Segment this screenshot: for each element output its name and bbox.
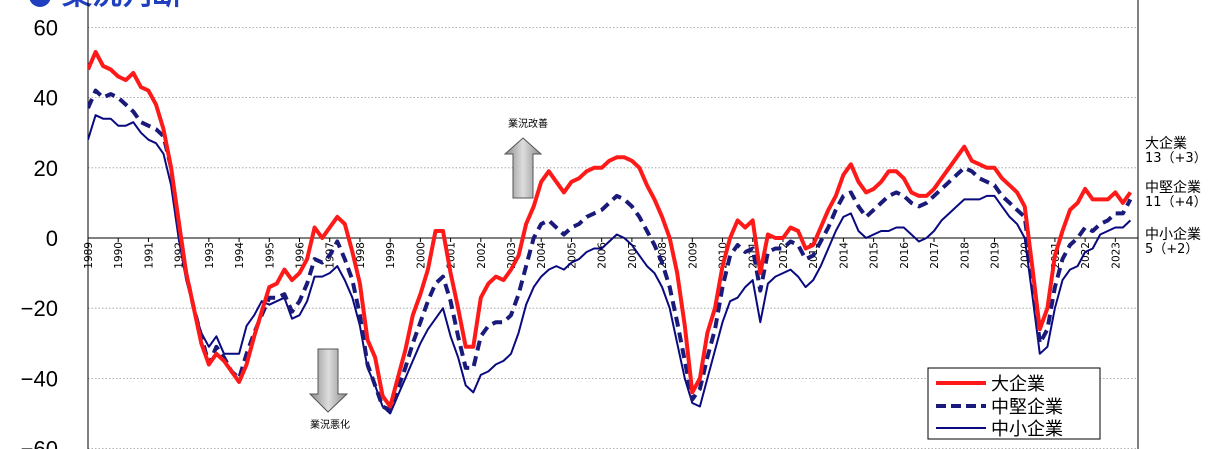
chart-title: 業況判断 — [29, 0, 182, 12]
x-axis: 1989 1990 1991 1992 1993 1994 1995 1996 1997 1998… — [83, 237, 1138, 269]
x-tick-label: 2009 — [687, 242, 699, 269]
up-arrow-icon — [503, 137, 543, 199]
y-tick-label: 40 — [34, 86, 58, 111]
x-tick-label: 2007 — [627, 242, 639, 269]
title-bullet-icon — [29, 0, 51, 7]
side-label-small-value: 5（+2） — [1145, 242, 1198, 257]
y-tick-label: 20 — [34, 156, 58, 181]
y-tick-label: −20 — [21, 296, 58, 321]
y-tick-label: −40 — [21, 366, 58, 391]
legend-label-large: 大企業 — [991, 374, 1045, 395]
side-label-medium-name: 中堅企業 — [1145, 179, 1201, 196]
improve-label: 業況改善 — [508, 117, 548, 130]
x-tick-label: 2017 — [929, 242, 941, 269]
down-arrow-icon — [308, 348, 349, 413]
x-tick-label: 2000 — [415, 242, 427, 269]
legend: 大企業 中堅企業 中小企業 — [927, 367, 1101, 440]
x-tick-label: 2002 — [476, 242, 488, 269]
x-tick-label: 2006 — [597, 242, 609, 269]
y-tick-label: 0 — [46, 226, 58, 251]
x-tick-label: 2018 — [959, 242, 971, 269]
side-labels: 大企業 13（+3） 中堅企業 11（+4） 中小企業 5（+2） — [1145, 135, 1207, 257]
x-tick-label: 2023 — [1110, 242, 1122, 269]
x-tick-label: 2016 — [899, 242, 911, 269]
series-line-small — [88, 114, 1132, 415]
x-tick-label: 1990 — [113, 242, 125, 269]
x-tick-label: 1989 — [83, 242, 95, 269]
x-tick-label: 1993 — [204, 242, 216, 269]
y-tick-label: 60 — [34, 15, 58, 40]
x-tick-label: 1994 — [234, 242, 246, 269]
chart-title-text: 業況判断 — [62, 0, 182, 12]
worsen-label: 業況悪化 — [310, 418, 350, 431]
legend-label-medium: 中堅企業 — [991, 397, 1063, 418]
y-axis: −60 −40 −20 0 20 40 60 — [21, 0, 1139, 449]
x-tick-label: 2019 — [989, 242, 1001, 269]
worsen-annotation: 業況悪化 — [308, 348, 350, 431]
x-tick-label: 1999 — [385, 242, 397, 269]
x-tick-label: 1998 — [355, 242, 367, 269]
x-tick-label: 2004 — [536, 242, 548, 269]
side-label-large-name: 大企業 — [1145, 135, 1187, 152]
x-tick-label: 2022 — [1080, 242, 1092, 269]
x-tick-label: 2005 — [566, 242, 578, 269]
x-tick-label: 1991 — [143, 242, 155, 269]
x-tick-label: 2015 — [869, 242, 881, 269]
side-label-medium-value: 11（+4） — [1145, 195, 1207, 210]
y-tick-label: −60 — [21, 437, 58, 449]
x-tick-label: 2014 — [838, 242, 850, 269]
series-lines — [88, 50, 1133, 415]
improve-annotation: 業況改善 — [503, 117, 548, 199]
side-label-large-value: 13（+3） — [1145, 151, 1207, 166]
x-tick-label: 1995 — [264, 242, 276, 269]
side-label-small-name: 中小企業 — [1145, 226, 1201, 243]
series-line-large — [88, 50, 1133, 409]
legend-label-small: 中小企業 — [991, 419, 1063, 440]
